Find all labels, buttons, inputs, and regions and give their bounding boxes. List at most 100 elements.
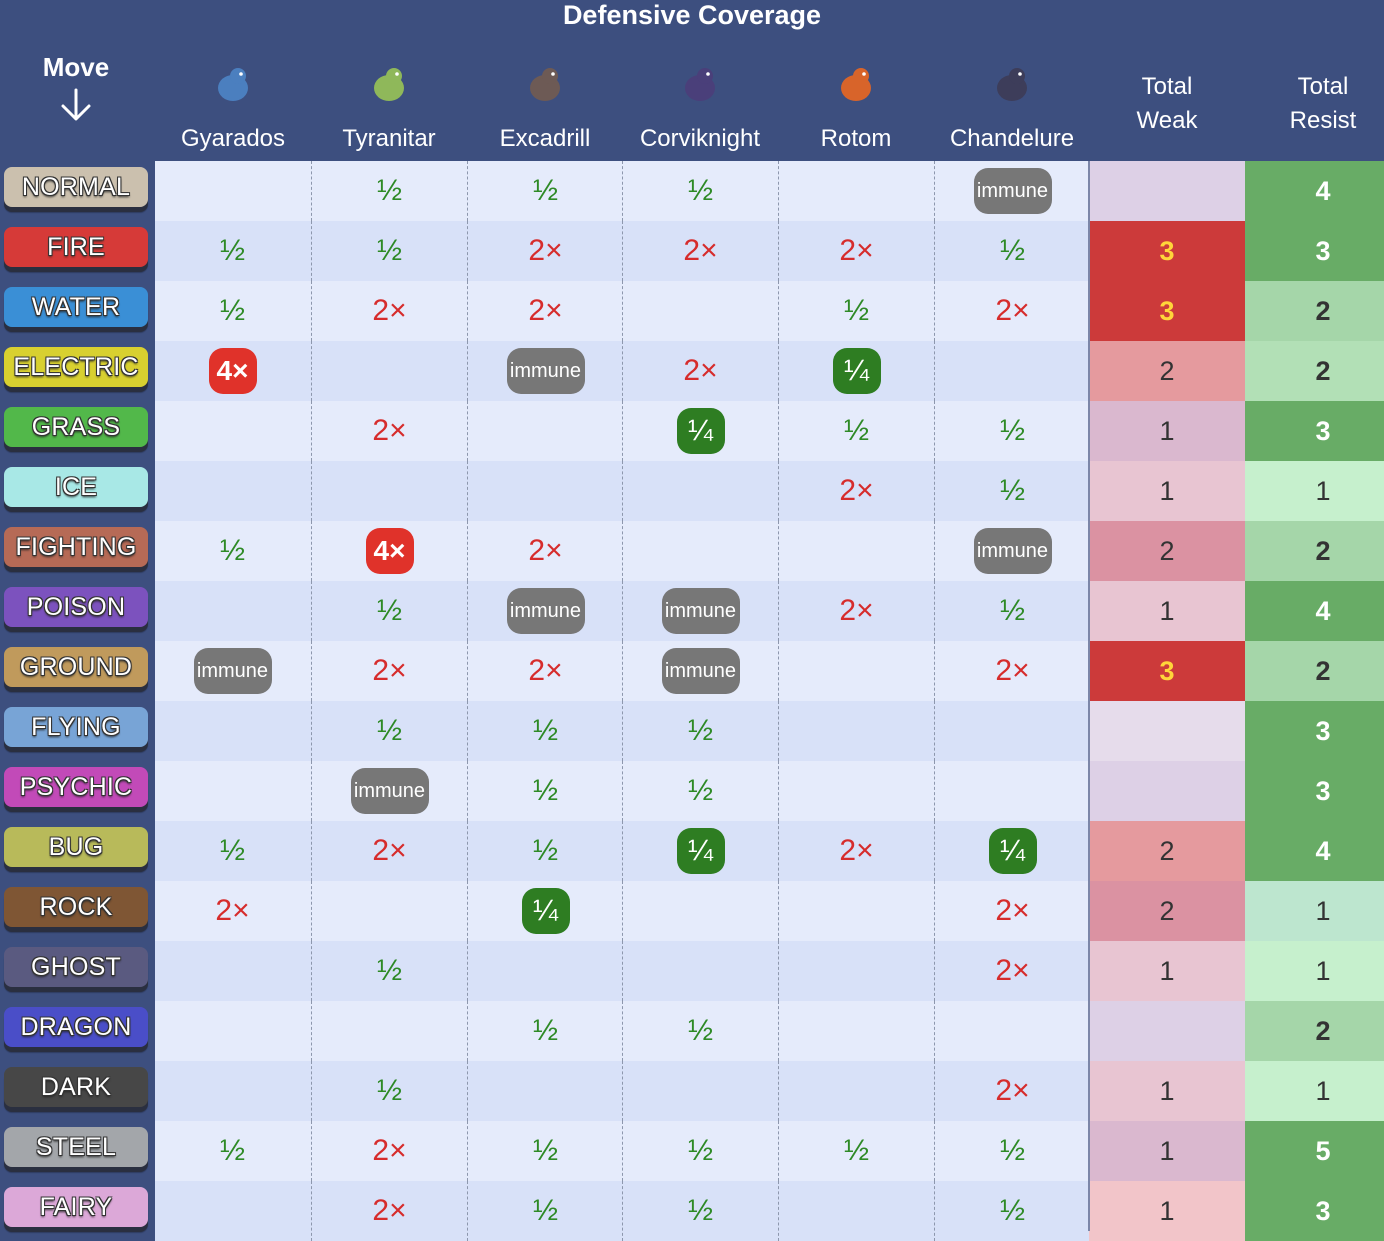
- effectiveness-cell: 2×: [934, 641, 1090, 701]
- move-column-header: Move: [0, 50, 152, 122]
- total-resist-cell: 1: [1245, 1061, 1384, 1121]
- total-resist-cell: 2: [1245, 641, 1384, 701]
- total-resist-cell: 4: [1245, 821, 1384, 881]
- table-row: PSYCHIC immune ½ ½ 3: [0, 761, 1384, 821]
- effectiveness-cell: [155, 701, 310, 761]
- effectiveness-cell: [778, 1061, 934, 1121]
- pokemon-column-header: Tyranitar: [311, 58, 467, 160]
- half-resist-value: ½: [532, 834, 559, 867]
- pokemon-name: Rotom: [820, 125, 892, 152]
- effectiveness-cell: ½: [467, 761, 623, 821]
- effectiveness-cell: 2×: [778, 581, 934, 641]
- effectiveness-cell: immune: [934, 161, 1090, 221]
- effectiveness-cell: [155, 161, 310, 221]
- total-weak-cell: [1089, 761, 1245, 821]
- pokemon-name: Corviknight: [639, 125, 761, 152]
- effectiveness-cell: [778, 941, 934, 1001]
- pokemon-column-header: Gyarados: [155, 58, 311, 160]
- effectiveness-cell: ½: [155, 821, 310, 881]
- effectiveness-cell: [934, 341, 1090, 401]
- effectiveness-cell: ½: [467, 701, 623, 761]
- pokemon-name: Excadrill: [499, 125, 591, 152]
- total-resist-cell: 3: [1245, 1181, 1384, 1241]
- total-weak-cell: 3: [1089, 641, 1245, 701]
- total-weak-cell: 3: [1089, 281, 1245, 341]
- effectiveness-cell: ½: [311, 581, 467, 641]
- effectiveness-cell: [778, 641, 934, 701]
- effectiveness-cell: ½: [311, 221, 467, 281]
- effectiveness-cell: 2×: [467, 221, 623, 281]
- move-type-label: WATER: [4, 287, 148, 327]
- move-type-label: ELECTRIC: [4, 347, 148, 387]
- immune-badge: immune: [973, 528, 1052, 574]
- effectiveness-cell: [155, 1001, 310, 1061]
- effectiveness-cell: immune: [467, 341, 623, 401]
- chandelure-sprite-icon: [997, 68, 1027, 101]
- effectiveness-cell: [155, 1181, 310, 1241]
- effectiveness-cell: ½: [311, 161, 467, 221]
- effectiveness-cell: ½: [155, 221, 310, 281]
- double-weak-value: 2×: [839, 474, 874, 507]
- effectiveness-cell: 2×: [311, 1181, 467, 1241]
- effectiveness-cell: 2×: [934, 941, 1090, 1001]
- double-weak-value: 2×: [683, 234, 718, 267]
- effectiveness-cell: 2×: [778, 221, 934, 281]
- half-resist-value: ½: [219, 534, 246, 567]
- total-weak-header-line1: Total: [1141, 73, 1193, 100]
- total-resist-cell: 2: [1245, 341, 1384, 401]
- total-resist-header: Total Resist: [1245, 70, 1384, 138]
- quarter-resist-badge: ¼: [676, 408, 725, 454]
- half-resist-value: ½: [843, 414, 870, 447]
- effectiveness-cell: [311, 341, 467, 401]
- half-resist-value: ½: [532, 774, 559, 807]
- quarter-resist-badge: ¼: [988, 828, 1037, 874]
- quarter-resist-badge: ¼: [521, 888, 570, 934]
- total-weak-cell: 2: [1089, 881, 1245, 941]
- half-resist-value: ½: [376, 594, 403, 627]
- total-resist-cell: 4: [1245, 581, 1384, 641]
- effectiveness-cell: [622, 461, 778, 521]
- effectiveness-cell: [778, 161, 934, 221]
- effectiveness-cell: ½: [778, 1121, 934, 1181]
- table-row: ELECTRIC 4× immune 2× ¼ 2 2: [0, 341, 1384, 401]
- total-resist-cell: 3: [1245, 401, 1384, 461]
- excadrill-sprite-icon: [530, 68, 560, 101]
- effectiveness-cell: 2×: [778, 461, 934, 521]
- move-type-label: GHOST: [4, 947, 148, 987]
- move-type-label: DARK: [4, 1067, 148, 1107]
- half-resist-value: ½: [532, 1134, 559, 1167]
- table-row: FLYING ½ ½ ½ 3: [0, 701, 1384, 761]
- effectiveness-cell: [155, 941, 310, 1001]
- table-row: ROCK 2× ¼ 2× 2 1: [0, 881, 1384, 941]
- effectiveness-cell: 2×: [467, 521, 623, 581]
- move-type-label: POISON: [4, 587, 148, 627]
- effectiveness-cell: [778, 1001, 934, 1061]
- effectiveness-cell: ½: [622, 1121, 778, 1181]
- effectiveness-cell: [467, 401, 623, 461]
- total-resist-header-line2: Resist: [1289, 107, 1357, 134]
- effectiveness-cell: ¼: [622, 821, 778, 881]
- half-resist-value: ½: [532, 714, 559, 747]
- half-resist-value: ½: [532, 1194, 559, 1227]
- half-resist-value: ½: [843, 1134, 870, 1167]
- table-row: WATER ½ 2× 2× ½ 2× 3 2: [0, 281, 1384, 341]
- half-resist-value: ½: [376, 234, 403, 267]
- total-resist-cell: 4: [1245, 161, 1384, 221]
- effectiveness-cell: [155, 401, 310, 461]
- table-row: BUG ½ 2× ½ ¼ 2× ¼ 2 4: [0, 821, 1384, 881]
- move-type-label: GROUND: [4, 647, 148, 687]
- effectiveness-cell: ½: [467, 1181, 623, 1241]
- effectiveness-cell: ½: [311, 1061, 467, 1121]
- move-header-label: Move: [42, 52, 110, 82]
- page-title: Defensive Coverage: [562, 0, 822, 30]
- move-type-label: DRAGON: [4, 1007, 148, 1047]
- effectiveness-cell: [311, 1001, 467, 1061]
- effectiveness-cell: ½: [934, 401, 1090, 461]
- total-resist-cell: 2: [1245, 1001, 1384, 1061]
- immune-badge: immune: [661, 588, 740, 634]
- effectiveness-cell: ½: [311, 701, 467, 761]
- table-row: FIRE ½ ½ 2× 2× 2× ½ 3 3: [0, 221, 1384, 281]
- move-type-label: FAIRY: [4, 1187, 148, 1227]
- pokemon-column-header: Excadrill: [467, 58, 623, 160]
- effectiveness-cell: ½: [622, 1181, 778, 1241]
